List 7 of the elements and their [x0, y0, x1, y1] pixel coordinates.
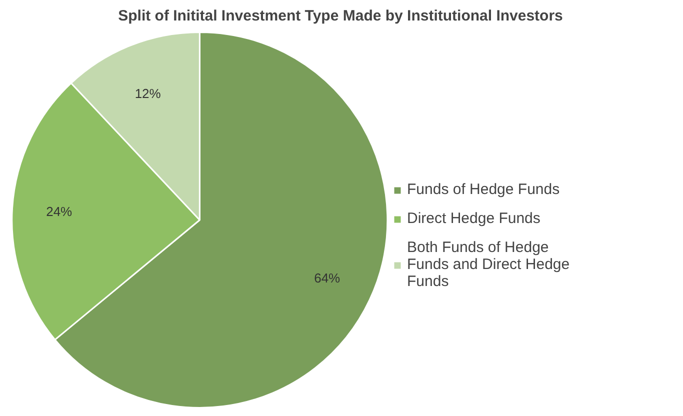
legend-label: Both Funds of Hedge Funds and Direct Hedge Funds	[407, 239, 570, 290]
data-label: 12%	[134, 86, 162, 101]
data-label: 64%	[314, 270, 341, 286]
legend-label: Direct Hedge Funds	[407, 210, 540, 227]
data-label: 24%	[46, 204, 73, 219]
chart-title: Split of Initital Investment Type Made by Institutional Investors	[118, 8, 563, 24]
legend-label: Funds of Hedge Funds	[407, 181, 560, 198]
